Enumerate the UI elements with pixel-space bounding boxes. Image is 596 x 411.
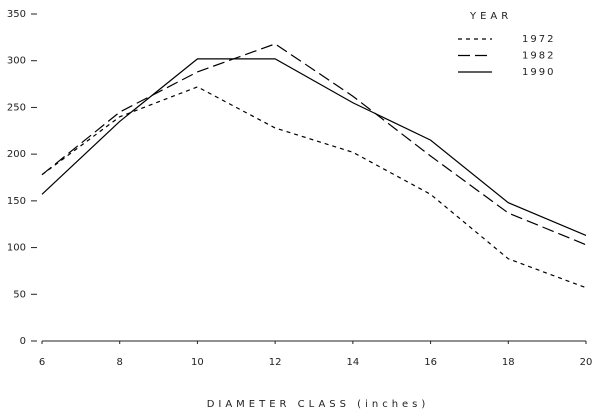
series-line bbox=[41, 58, 587, 236]
x-tick-label: 12 bbox=[269, 357, 282, 368]
y-tick-label: 50 bbox=[13, 289, 26, 300]
y-tick-label: 300 bbox=[7, 56, 26, 67]
y-tick-label: 350 bbox=[7, 9, 26, 20]
y-tick-label: 200 bbox=[7, 149, 26, 160]
series-line bbox=[41, 86, 587, 289]
x-tick-label: 20 bbox=[580, 357, 593, 368]
x-tick-label: 8 bbox=[117, 357, 123, 368]
legend-label: 1982 bbox=[522, 51, 555, 62]
x-tick-label: 6 bbox=[39, 357, 45, 368]
y-tick-label: 250 bbox=[7, 102, 26, 113]
y-tick-label: 150 bbox=[7, 196, 26, 207]
x-axis-title: DIAMETER CLASS (inches) bbox=[207, 399, 430, 410]
y-tick-label: 0 bbox=[20, 336, 26, 347]
x-tick-label: 10 bbox=[191, 357, 204, 368]
x-tick-label: 16 bbox=[424, 357, 437, 368]
series-line bbox=[41, 43, 587, 246]
legend-label: 1990 bbox=[522, 67, 555, 78]
x-tick-label: 18 bbox=[502, 357, 515, 368]
y-tick-label: 100 bbox=[7, 243, 26, 254]
legend-title: YEAR bbox=[469, 11, 512, 22]
x-tick-label: 14 bbox=[346, 357, 359, 368]
legend-label: 1972 bbox=[522, 34, 555, 45]
